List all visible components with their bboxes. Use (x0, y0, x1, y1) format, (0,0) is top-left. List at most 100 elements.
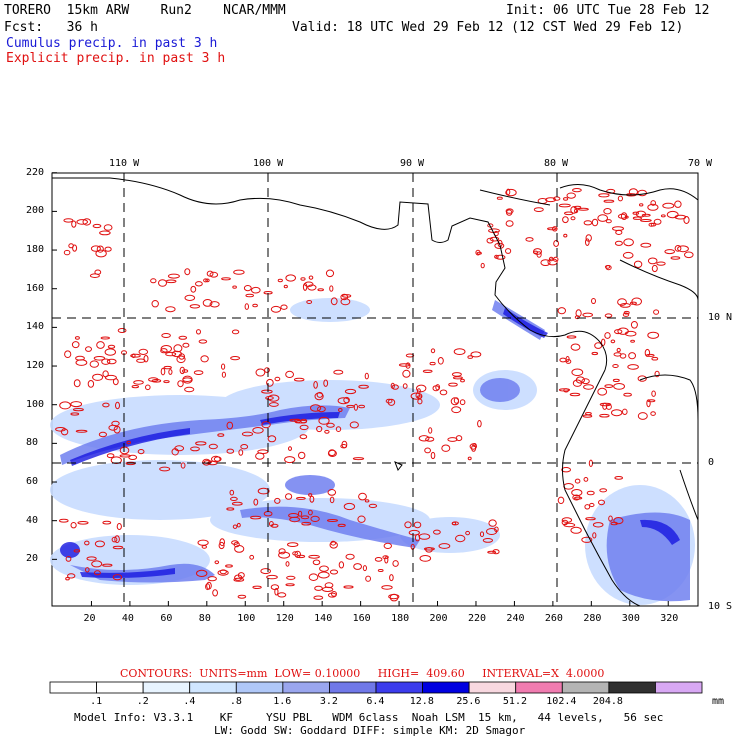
precip-contour (318, 416, 330, 425)
precip-contour (160, 345, 173, 353)
precip-contour (116, 523, 122, 530)
precip-contour (525, 237, 534, 242)
precip-contour (329, 496, 335, 504)
precip-contour (343, 502, 356, 511)
precip-contour (225, 564, 233, 568)
precip-contour (182, 342, 190, 348)
precip-contour (639, 203, 644, 207)
y-tick-label: 160 (26, 282, 45, 294)
precip-contour (94, 540, 106, 548)
precip-contour (573, 496, 583, 500)
colorbar-swatch (655, 681, 703, 694)
precip-contour (545, 197, 557, 203)
precip-contour (451, 521, 457, 526)
precip-contour (65, 556, 72, 562)
precip-contour (316, 391, 323, 398)
lat-label-10n: 10 N (708, 312, 733, 323)
precip-contour (586, 490, 595, 496)
precip-contour (329, 285, 334, 292)
precip-contour (362, 565, 367, 572)
precip-contour (230, 356, 241, 361)
precip-contour (184, 268, 191, 276)
precip-contour (505, 248, 512, 254)
precip-contour (622, 408, 628, 415)
precip-contour (343, 585, 354, 589)
precip-contour (313, 595, 324, 600)
x-tick-label: 280 (583, 613, 602, 624)
precip-contour (598, 193, 610, 198)
precip-contour (341, 294, 352, 298)
precip-contour (195, 281, 203, 287)
precip-contour (653, 218, 662, 225)
precip-contour (604, 313, 613, 318)
precip-contour (128, 454, 138, 460)
precip-contour (482, 538, 493, 543)
header-valid-time: Valid: 18 UTC Wed 29 Feb 12 (12 CST Wed … (292, 20, 684, 35)
precip-contour (98, 431, 108, 438)
x-tick-label: 240 (506, 613, 525, 624)
precip-contour (190, 285, 197, 293)
precip-contour (574, 478, 581, 484)
precip-contour (552, 226, 558, 232)
precip-contour (505, 188, 517, 197)
precip-contour (145, 384, 151, 391)
precip-contour (238, 449, 244, 456)
precip-contour (213, 456, 222, 462)
precip-contour (572, 188, 582, 193)
precip-contour (547, 258, 558, 266)
precip-contour (285, 370, 295, 378)
precip-contour (93, 356, 106, 361)
precip-contour (212, 589, 219, 597)
precip-contour (73, 549, 81, 553)
precip-contour (308, 493, 313, 497)
precip-contour (357, 515, 366, 523)
precip-contour (73, 379, 81, 388)
precip-contour (71, 341, 80, 349)
precip-contour (405, 353, 415, 358)
precip-contour (624, 215, 629, 219)
precip-contour (364, 372, 369, 380)
precip-contour (488, 519, 497, 527)
precip-contour (603, 208, 612, 215)
precip-contour (477, 420, 482, 428)
precip-contour (75, 359, 88, 366)
precip-contour (161, 333, 171, 338)
colorbar-unit: mm (712, 696, 725, 707)
precip-contour (581, 378, 590, 385)
precip-contour (612, 364, 619, 368)
precip-contour (428, 427, 433, 434)
precip-contour (92, 373, 104, 381)
precip-contour (666, 210, 679, 219)
precip-contour (319, 565, 329, 572)
colorbar-swatch (608, 681, 656, 694)
precip-contour (387, 398, 396, 406)
precip-contour (506, 188, 511, 196)
colorbar-label: 204.8 (592, 696, 623, 707)
precip-contour (565, 356, 570, 362)
precip-contour (131, 385, 140, 389)
precip-contour (163, 365, 172, 370)
colorbar (49, 681, 703, 694)
precip-contour (558, 203, 571, 208)
precip-contour (261, 389, 273, 394)
precip-contour (585, 238, 590, 246)
precip-contour (623, 392, 632, 397)
precip-contour (104, 348, 117, 356)
precip-contour (374, 557, 383, 562)
precip-contour (218, 541, 225, 550)
precip-contour (611, 409, 623, 417)
y-tick-label: 200 (26, 205, 45, 217)
precip-contour (405, 362, 411, 369)
precip-contour (167, 273, 180, 279)
precip-contour (266, 378, 274, 387)
precip-contour (270, 523, 279, 528)
precip-contour (70, 522, 77, 529)
precip-contour (553, 240, 559, 247)
precip-contour (252, 427, 264, 434)
precip-contour (76, 219, 88, 225)
precip-contour (632, 216, 643, 220)
precip-contour (231, 501, 243, 506)
precip-contour (106, 453, 115, 459)
precip-contour (59, 518, 69, 523)
precip-contour (196, 329, 201, 335)
